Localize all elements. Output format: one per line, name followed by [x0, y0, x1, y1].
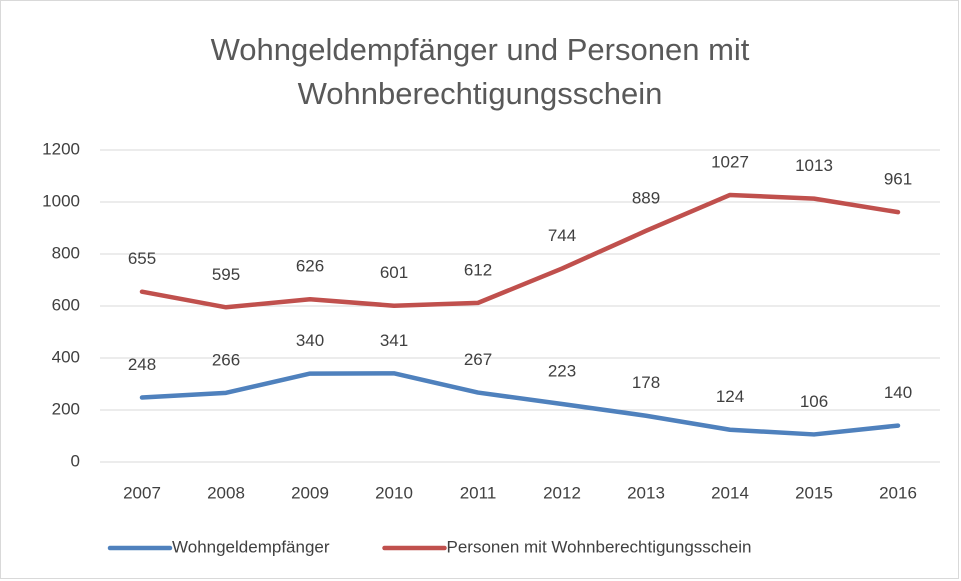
x-tick-label: 2010: [375, 483, 413, 502]
x-tick-label: 2012: [543, 483, 581, 502]
data-label: 124: [716, 387, 744, 406]
chart-title: Wohngeldempfänger und Personen mit Wohnb…: [210, 32, 750, 111]
data-label: 601: [380, 263, 408, 282]
data-label: 106: [800, 392, 828, 411]
data-line: [139, 371, 901, 437]
legend-label: Wohngeldempfänger: [172, 537, 330, 556]
x-tick-label: 2016: [879, 483, 917, 502]
data-label: 248: [128, 355, 156, 374]
x-tick-label: 2011: [460, 483, 497, 502]
y-tick-label: 200: [52, 399, 80, 418]
x-tick-label: 2008: [207, 483, 245, 502]
data-label: 595: [212, 265, 240, 284]
y-tick-label: 400: [52, 347, 80, 366]
data-label: 341: [380, 331, 408, 350]
data-label: 961: [884, 170, 912, 189]
data-label: 744: [548, 226, 576, 245]
y-tick-label: 800: [52, 243, 80, 262]
data-label: 1027: [711, 152, 749, 171]
x-tick-label: 2013: [627, 483, 665, 502]
data-label: 266: [212, 350, 240, 369]
x-tick-label: 2007: [123, 483, 161, 502]
data-label: 267: [464, 350, 492, 369]
y-tick-label: 1200: [42, 139, 80, 158]
data-label: 612: [464, 260, 492, 279]
data-label: 223: [548, 362, 576, 381]
data-label: 889: [632, 188, 660, 207]
data-label: 626: [296, 257, 324, 276]
x-tick-label: 2014: [711, 483, 749, 502]
data-label: 140: [884, 383, 912, 402]
legend-label: Personen mit Wohnberechtigungsschein: [447, 537, 752, 556]
data-label: 340: [296, 331, 324, 350]
y-tick-label: 600: [52, 295, 80, 314]
data-line: [139, 192, 901, 310]
y-tick-label: 0: [71, 451, 80, 470]
data-label: 1013: [795, 156, 833, 175]
x-tick-label: 2009: [291, 483, 329, 502]
data-label: 178: [632, 373, 660, 392]
y-tick-label: 1000: [42, 191, 80, 210]
x-tick-label: 2015: [795, 483, 833, 502]
data-label: 655: [128, 249, 156, 268]
